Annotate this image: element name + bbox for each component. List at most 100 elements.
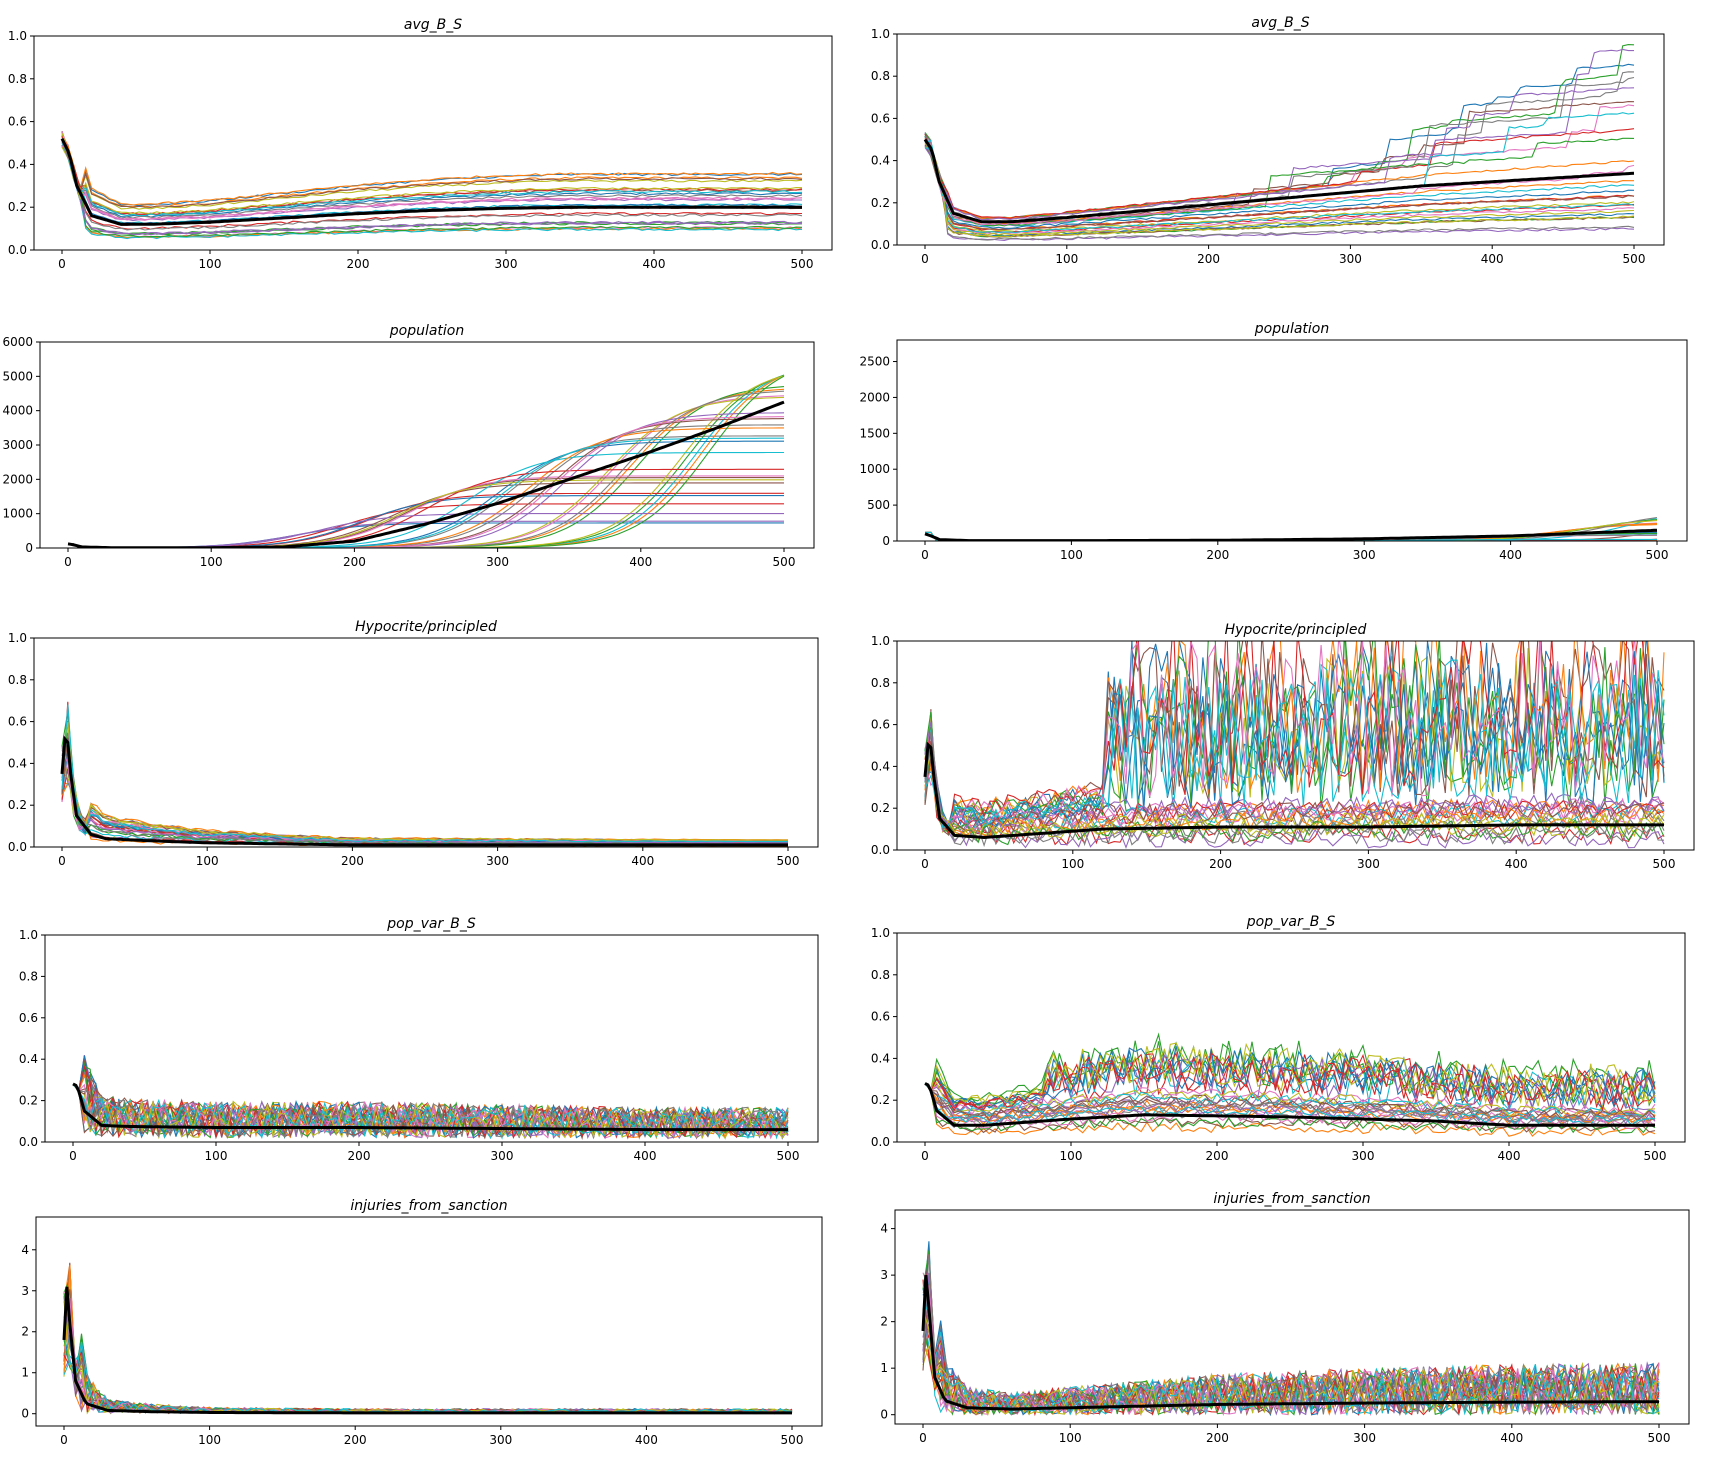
x-tick-label: 0 bbox=[69, 1149, 77, 1163]
run-line bbox=[924, 685, 1665, 835]
run-line bbox=[924, 144, 1635, 231]
y-tick-label: 4 bbox=[880, 1222, 888, 1236]
x-tick-label: 100 bbox=[1059, 1431, 1082, 1445]
y-tick-label: 0.4 bbox=[871, 1051, 890, 1065]
run-line bbox=[924, 740, 1665, 834]
run-line bbox=[63, 1339, 793, 1415]
x-tick-label: 500 bbox=[777, 854, 800, 868]
run-line bbox=[924, 138, 1635, 235]
subplot-left-0: avg_B_S 0 100 200 300 400 500 0.0 0.2 0.4 0.6 0.8 1.… bbox=[8, 17, 833, 271]
run-lines bbox=[68, 374, 785, 548]
axes-frame bbox=[33, 637, 819, 848]
run-line bbox=[924, 641, 1665, 833]
run-line bbox=[63, 1351, 793, 1414]
x-tick-label: 200 bbox=[347, 257, 370, 271]
run-line bbox=[922, 1254, 1660, 1416]
x-tick-label: 500 bbox=[1644, 1149, 1667, 1163]
run-line bbox=[924, 1083, 1656, 1123]
subplot-title: injuries_from_sanction bbox=[350, 1198, 507, 1214]
run-line bbox=[61, 742, 788, 844]
run-line bbox=[63, 1300, 793, 1415]
run-line bbox=[924, 146, 1635, 236]
axes-frame bbox=[896, 640, 1695, 851]
run-line bbox=[922, 1309, 1660, 1417]
run-lines bbox=[61, 701, 789, 847]
run-line bbox=[61, 746, 788, 845]
run-line bbox=[61, 133, 803, 206]
mean-line bbox=[921, 1274, 1659, 1411]
x-tick-label: 200 bbox=[1209, 857, 1232, 871]
x-tick-label: 200 bbox=[1206, 1149, 1229, 1163]
x-tick-label: 200 bbox=[1197, 252, 1220, 266]
y-tick-label: 1.0 bbox=[19, 928, 38, 942]
run-line bbox=[61, 752, 788, 843]
y-tick-label: 0.8 bbox=[871, 968, 890, 982]
mean-line bbox=[923, 741, 1664, 840]
subplot-title: pop_var_B_S bbox=[386, 916, 476, 932]
run-line bbox=[63, 1278, 793, 1414]
run-line bbox=[922, 1283, 1660, 1417]
run-line bbox=[924, 140, 1635, 229]
run-line bbox=[63, 1262, 793, 1415]
run-line bbox=[63, 1264, 793, 1414]
y-tick-label: 0.2 bbox=[8, 200, 27, 214]
y-tick-label: 2500 bbox=[859, 355, 890, 369]
y-tick-label: 0.4 bbox=[19, 1052, 38, 1066]
y-tick-label: 500 bbox=[867, 498, 890, 512]
run-line bbox=[68, 435, 784, 548]
run-line bbox=[63, 1297, 793, 1415]
y-tick-label: 2000 bbox=[2, 472, 33, 486]
run-line bbox=[61, 144, 803, 235]
run-line bbox=[63, 1326, 793, 1415]
run-line bbox=[63, 1339, 793, 1414]
x-tick-label: 200 bbox=[341, 854, 364, 868]
x-tick-label: 200 bbox=[344, 1433, 367, 1447]
x-tick-label: 400 bbox=[631, 854, 654, 868]
run-line bbox=[61, 133, 803, 215]
mean-line bbox=[72, 1082, 788, 1132]
axes-frame bbox=[33, 35, 833, 251]
y-tick-label: 0.6 bbox=[19, 1011, 38, 1025]
y-tick-label: 3 bbox=[21, 1284, 29, 1298]
x-tick-label: 300 bbox=[489, 1433, 512, 1447]
run-line bbox=[924, 1083, 1656, 1118]
run-line bbox=[63, 1335, 793, 1415]
run-line bbox=[63, 1263, 793, 1414]
x-tick-label: 100 bbox=[1055, 252, 1078, 266]
y-tick-label: 0.0 bbox=[871, 843, 890, 857]
run-line bbox=[924, 1083, 1656, 1126]
run-line bbox=[924, 145, 1635, 242]
y-tick-label: 0.0 bbox=[8, 243, 27, 257]
run-line bbox=[924, 1042, 1656, 1107]
x-tick-label: 300 bbox=[1352, 1149, 1375, 1163]
y-tick-label: 1.0 bbox=[871, 634, 890, 648]
x-tick-label: 100 bbox=[198, 1433, 221, 1447]
subplot-title: population bbox=[389, 323, 465, 339]
y-tick-label: 5000 bbox=[2, 369, 33, 383]
run-line bbox=[68, 416, 784, 548]
run-line bbox=[61, 765, 788, 842]
axes-frame bbox=[35, 1216, 823, 1427]
run-line bbox=[63, 1295, 793, 1415]
mean-line bbox=[923, 138, 1635, 224]
run-line bbox=[922, 1323, 1660, 1416]
x-tick-label: 500 bbox=[1648, 1431, 1671, 1445]
x-tick-label: 400 bbox=[1499, 548, 1522, 562]
run-line bbox=[924, 135, 1635, 227]
run-line bbox=[61, 130, 803, 208]
y-tick-label: 0 bbox=[25, 541, 33, 555]
run-line bbox=[63, 1319, 793, 1414]
run-line bbox=[925, 516, 1658, 541]
axes-frame bbox=[894, 1209, 1690, 1425]
x-tick-label: 100 bbox=[200, 555, 223, 569]
y-tick-label: 0.0 bbox=[871, 238, 890, 252]
x-tick-label: 400 bbox=[629, 555, 652, 569]
run-line bbox=[61, 144, 803, 235]
run-lines bbox=[925, 516, 1658, 541]
run-line bbox=[924, 63, 1635, 220]
run-lines bbox=[924, 641, 1665, 849]
run-line bbox=[61, 140, 803, 236]
y-tick-label: 0.0 bbox=[871, 1135, 890, 1149]
